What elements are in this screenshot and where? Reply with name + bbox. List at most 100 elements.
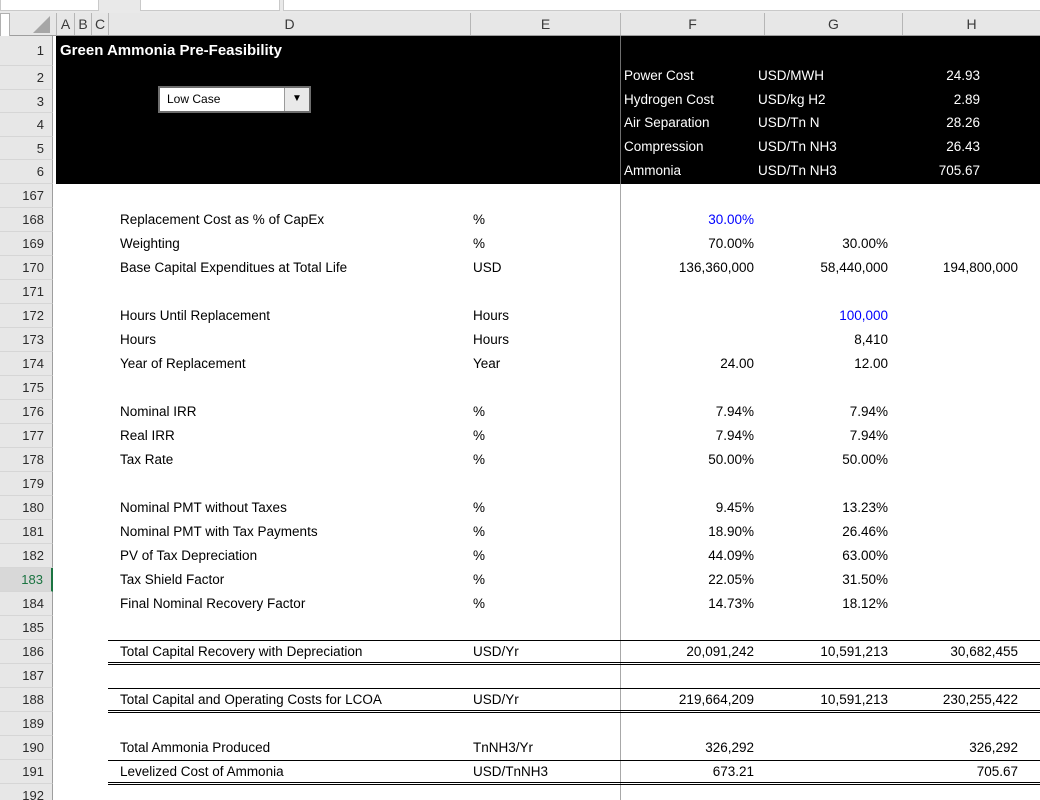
- cell-g-174[interactable]: 12.00: [854, 356, 888, 371]
- row-header-168[interactable]: 168: [0, 208, 53, 232]
- summary-value[interactable]: 2.89: [953, 91, 980, 107]
- summary-label[interactable]: Ammonia: [624, 162, 682, 178]
- cell-e-178[interactable]: %: [473, 452, 486, 467]
- cell-d-178[interactable]: Tax Rate: [120, 452, 174, 467]
- cell-e-172[interactable]: Hours: [473, 308, 510, 323]
- cell-f-190[interactable]: 326,292: [705, 740, 754, 755]
- case-selector[interactable]: Low Case ▼: [158, 86, 311, 113]
- cell-g-170[interactable]: 58,440,000: [820, 260, 888, 275]
- cell-f-168[interactable]: 30.00%: [708, 212, 754, 227]
- cell-d-174[interactable]: Year of Replacement: [120, 356, 246, 371]
- cell-d-183[interactable]: Tax Shield Factor: [120, 572, 225, 587]
- row-header-5[interactable]: 5: [0, 136, 53, 161]
- cell-h-186[interactable]: 30,682,455: [950, 644, 1018, 659]
- cell-e-176[interactable]: %: [473, 404, 486, 419]
- summary-unit[interactable]: USD/Tn N: [758, 115, 820, 131]
- row-header-179[interactable]: 179: [0, 472, 53, 496]
- row-header-188[interactable]: 188: [0, 688, 53, 712]
- column-header-a[interactable]: A: [56, 13, 74, 35]
- cell-g-181[interactable]: 26.46%: [842, 524, 888, 539]
- cell-d-182[interactable]: PV of Tax Depreciation: [120, 548, 258, 563]
- row-header-178[interactable]: 178: [0, 448, 53, 472]
- cell-e-191[interactable]: USD/TnNH3: [473, 764, 549, 779]
- cell-g-180[interactable]: 13.23%: [842, 500, 888, 515]
- column-header-h[interactable]: H: [902, 13, 1040, 35]
- row-header-184[interactable]: 184: [0, 592, 53, 616]
- column-header-g[interactable]: G: [764, 13, 902, 35]
- cell-e-180[interactable]: %: [473, 500, 486, 515]
- row-header-4[interactable]: 4: [0, 113, 53, 137]
- summary-unit[interactable]: USD/MWH: [758, 68, 824, 83]
- cell-f-186[interactable]: 20,091,242: [686, 644, 754, 659]
- cell-h-170[interactable]: 194,800,000: [942, 260, 1018, 275]
- row-header-171[interactable]: 171: [0, 280, 53, 304]
- row-header-6[interactable]: 6: [0, 160, 53, 184]
- cell-g-177[interactable]: 7.94%: [849, 428, 888, 443]
- summary-label[interactable]: Power Cost: [624, 68, 694, 83]
- summary-value[interactable]: 28.26: [946, 115, 980, 131]
- cell-e-169[interactable]: %: [473, 236, 486, 251]
- row-header-183[interactable]: 183: [0, 568, 53, 592]
- cell-e-188[interactable]: USD/Yr: [473, 692, 519, 707]
- cell-h-191[interactable]: 705.67: [976, 764, 1018, 779]
- cell-g-183[interactable]: 31.50%: [842, 572, 888, 587]
- summary-label[interactable]: Compression: [624, 139, 704, 155]
- cell-e-177[interactable]: %: [473, 428, 486, 443]
- row-header-186[interactable]: 186: [0, 640, 53, 664]
- row-header-189[interactable]: 189: [0, 712, 53, 736]
- cell-e-174[interactable]: Year: [473, 356, 501, 371]
- summary-unit[interactable]: USD/Tn NH3: [758, 139, 837, 155]
- row-header-177[interactable]: 177: [0, 424, 53, 448]
- cell-e-190[interactable]: TnNH3/Yr: [473, 740, 534, 755]
- cell-d-190[interactable]: Total Ammonia Produced: [120, 740, 271, 755]
- row-header-182[interactable]: 182: [0, 544, 53, 568]
- summary-value[interactable]: 26.43: [946, 139, 980, 155]
- row-header-1[interactable]: 1: [0, 36, 53, 66]
- cell-g-173[interactable]: 8,410: [854, 332, 888, 347]
- cell-d-180[interactable]: Nominal PMT without Taxes: [120, 500, 287, 515]
- row-header-180[interactable]: 180: [0, 496, 53, 520]
- cell-d-186[interactable]: Total Capital Recovery with Depreciation: [120, 644, 363, 659]
- row-header-191[interactable]: 191: [0, 760, 53, 784]
- cell-h-190[interactable]: 326,292: [969, 740, 1018, 755]
- column-header-e[interactable]: E: [470, 13, 620, 35]
- cell-f-184[interactable]: 14.73%: [708, 596, 754, 611]
- cell-d-181[interactable]: Nominal PMT with Tax Payments: [120, 524, 318, 539]
- cell-g-172[interactable]: 100,000: [839, 308, 888, 323]
- cell-e-170[interactable]: USD: [473, 260, 502, 275]
- cell-d-170[interactable]: Base Capital Expenditues at Total Life: [120, 260, 348, 275]
- row-header-192[interactable]: 192: [0, 784, 53, 800]
- fx-box[interactable]: [140, 0, 280, 11]
- cell-h-188[interactable]: 230,255,422: [942, 692, 1018, 707]
- cell-f-183[interactable]: 22.05%: [708, 572, 754, 587]
- cell-f-174[interactable]: 24.00: [720, 356, 754, 371]
- cell-g-176[interactable]: 7.94%: [849, 404, 888, 419]
- cell-e-186[interactable]: USD/Yr: [473, 644, 519, 659]
- cell-d-184[interactable]: Final Nominal Recovery Factor: [120, 596, 306, 611]
- row-header-170[interactable]: 170: [0, 256, 53, 280]
- cell-f-191[interactable]: 673.21: [712, 764, 754, 779]
- summary-label[interactable]: Hydrogen Cost: [624, 91, 715, 107]
- row-header-176[interactable]: 176: [0, 400, 53, 424]
- select-all-corner[interactable]: [0, 13, 56, 35]
- summary-unit[interactable]: USD/kg H2: [758, 91, 826, 107]
- row-header-2[interactable]: 2: [0, 66, 53, 90]
- row-header-172[interactable]: 172: [0, 304, 53, 328]
- cell-d-177[interactable]: Real IRR: [120, 428, 175, 443]
- cell-g-182[interactable]: 63.00%: [842, 548, 888, 563]
- row-header-187[interactable]: 187: [0, 664, 53, 688]
- cell-f-178[interactable]: 50.00%: [708, 452, 754, 467]
- row-header-167[interactable]: 167: [0, 184, 53, 208]
- column-header-d[interactable]: D: [108, 13, 470, 35]
- sheet-title[interactable]: Green Ammonia Pre-Feasibility: [60, 42, 283, 59]
- cell-f-182[interactable]: 44.09%: [708, 548, 754, 563]
- cell-f-181[interactable]: 18.90%: [708, 524, 754, 539]
- summary-unit[interactable]: USD/Tn NH3: [758, 162, 837, 178]
- cell-d-173[interactable]: Hours: [120, 332, 157, 347]
- cell-f-188[interactable]: 219,664,209: [678, 692, 754, 707]
- cell-f-170[interactable]: 136,360,000: [678, 260, 754, 275]
- row-header-175[interactable]: 175: [0, 376, 53, 400]
- cell-e-184[interactable]: %: [473, 596, 486, 611]
- cell-f-169[interactable]: 70.00%: [708, 236, 754, 251]
- column-header-b[interactable]: B: [74, 13, 91, 35]
